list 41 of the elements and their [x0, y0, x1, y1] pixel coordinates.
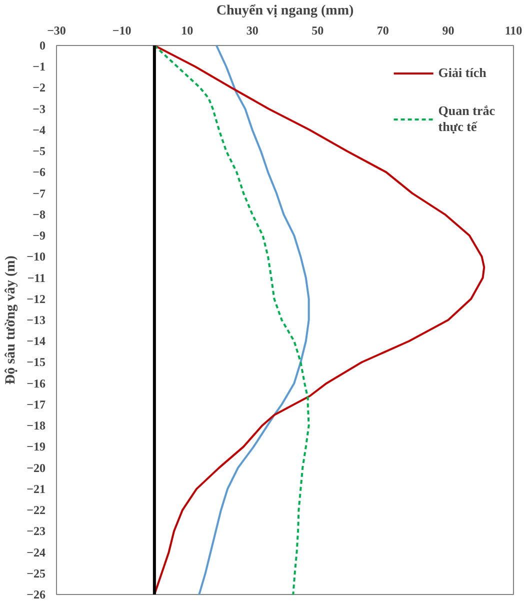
line-series [153, 46, 310, 594]
y-axis-title: Độ sâu tường vây (m) [4, 255, 19, 384]
y-tick-label: −15 [26, 355, 46, 370]
x-tick-label: −10 [112, 24, 132, 38]
y-tick-label: −12 [26, 292, 46, 306]
y-tick-label: −10 [26, 250, 46, 264]
line-series [198, 46, 310, 594]
y-tick-label: −9 [32, 228, 46, 243]
x-tick-label: −30 [47, 24, 66, 38]
y-tick-label: −5 [32, 144, 46, 158]
y-tick-label: −22 [26, 503, 46, 518]
y-tick-label: −23 [26, 524, 46, 538]
y-tick-label: −24 [26, 545, 46, 560]
y-tick-label: −25 [26, 566, 46, 580]
y-tick-label: −8 [32, 207, 46, 222]
y-tick-label: −13 [26, 313, 46, 327]
x-tick-label: 30 [246, 24, 258, 38]
y-tick-label: −20 [26, 460, 46, 475]
x-tick-label: 90 [442, 24, 454, 38]
x-tick-label: 70 [376, 24, 389, 38]
legend-label: Quan trắc thực tế [438, 103, 495, 135]
y-tick-label: −4 [32, 122, 46, 137]
y-tick-label: −1 [32, 60, 46, 74]
y-tick-label: −3 [32, 102, 46, 116]
legend-label: Giải tích [438, 65, 486, 81]
y-tick-label: −16 [26, 376, 46, 390]
x-tick-label: 110 [504, 24, 522, 38]
x-tick-label: 10 [181, 24, 194, 38]
y-tick-label: −26 [26, 588, 46, 602]
y-tick-label: −2 [32, 80, 46, 95]
y-tick-label: −17 [26, 397, 46, 412]
x-axis-title: Chuyển vị ngang (mm) [216, 4, 354, 18]
y-tick-label: −21 [26, 482, 46, 496]
y-tick-label: −11 [27, 270, 46, 285]
y-tick-label: −14 [26, 334, 46, 348]
y-tick-label: 0 [40, 38, 46, 52]
y-tick-label: −7 [32, 186, 46, 200]
y-tick-label: −19 [26, 440, 46, 454]
x-tick-label: 50 [312, 24, 324, 38]
y-tick-label: −6 [32, 165, 46, 180]
y-tick-label: −18 [26, 418, 46, 433]
